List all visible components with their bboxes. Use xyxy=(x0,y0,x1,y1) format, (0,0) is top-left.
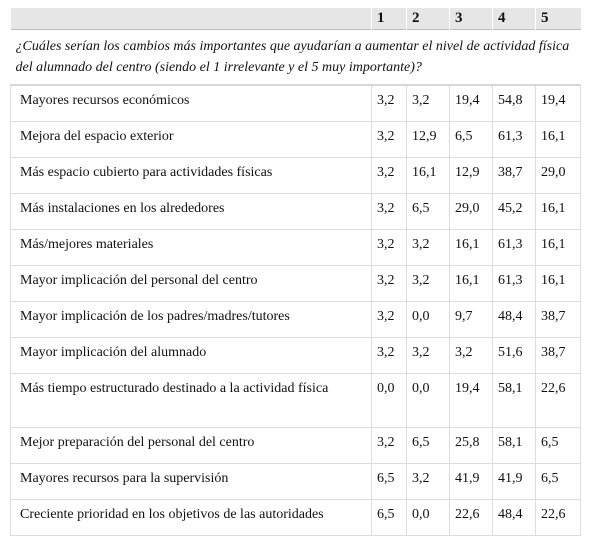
value-cell: 12,9 xyxy=(406,121,450,158)
value-cell: 12,9 xyxy=(449,157,493,194)
value-cell: 19,4 xyxy=(535,85,581,122)
value-cell: 6,5 xyxy=(406,427,450,464)
row-label: Más espacio cubierto para actividades fí… xyxy=(10,157,372,194)
value-cell: 3,2 xyxy=(371,427,407,464)
value-cell: 3,2 xyxy=(406,463,450,500)
value-cell: 16,1 xyxy=(406,157,450,194)
row-label: Más/mejores materiales xyxy=(10,229,372,266)
table-row: Mayor implicación del personal del centr… xyxy=(10,265,581,302)
header-cell-blank xyxy=(10,8,372,30)
value-cell: 0,0 xyxy=(406,301,450,338)
value-cell: 3,2 xyxy=(371,157,407,194)
value-cell: 48,4 xyxy=(492,301,536,338)
value-cell: 3,2 xyxy=(371,85,407,122)
row-label: Más instalaciones en los alrededores xyxy=(10,193,372,230)
value-cell: 0,0 xyxy=(406,373,450,428)
table-row: Mejora del espacio exterior 3,2 12,9 6,5… xyxy=(10,121,581,158)
value-cell: 29,0 xyxy=(449,193,493,230)
row-label: Creciente prioridad en los objetivos de … xyxy=(10,499,372,536)
question-row: ¿Cuáles serían los cambios más important… xyxy=(10,29,581,86)
results-table: 1 2 3 4 5 ¿Cuáles serían los cambios más… xyxy=(10,8,581,536)
value-cell: 0,0 xyxy=(406,499,450,536)
value-cell: 3,2 xyxy=(371,121,407,158)
value-cell: 45,2 xyxy=(492,193,536,230)
header-cell-1: 1 xyxy=(371,8,407,30)
value-cell: 6,5 xyxy=(535,463,581,500)
value-cell: 58,1 xyxy=(492,427,536,464)
results-table-container: 1 2 3 4 5 ¿Cuáles serían los cambios más… xyxy=(10,8,581,536)
value-cell: 3,2 xyxy=(449,337,493,374)
value-cell: 61,3 xyxy=(492,229,536,266)
value-cell: 16,1 xyxy=(535,121,581,158)
row-label: Mayor implicación del personal del centr… xyxy=(10,265,372,302)
value-cell: 22,6 xyxy=(449,499,493,536)
table-header-row: 1 2 3 4 5 xyxy=(10,8,581,30)
header-cell-4: 4 xyxy=(492,8,536,30)
value-cell: 22,6 xyxy=(535,499,581,536)
row-label: Mejora del espacio exterior xyxy=(10,121,372,158)
row-label: Mayor implicación de los padres/madres/t… xyxy=(10,301,372,338)
value-cell: 19,4 xyxy=(449,85,493,122)
value-cell: 38,7 xyxy=(535,337,581,374)
table-row: Mejor preparación del personal del centr… xyxy=(10,427,581,464)
value-cell: 29,0 xyxy=(535,157,581,194)
header-cell-2: 2 xyxy=(406,8,450,30)
value-cell: 54,8 xyxy=(492,85,536,122)
value-cell: 48,4 xyxy=(492,499,536,536)
value-cell: 3,2 xyxy=(371,229,407,266)
value-cell: 41,9 xyxy=(449,463,493,500)
table-row: Más/mejores materiales 3,2 3,2 16,1 61,3… xyxy=(10,229,581,266)
value-cell: 9,7 xyxy=(449,301,493,338)
row-label: Mejor preparación del personal del centr… xyxy=(10,427,372,464)
value-cell: 58,1 xyxy=(492,373,536,428)
value-cell: 3,2 xyxy=(406,229,450,266)
value-cell: 38,7 xyxy=(492,157,536,194)
value-cell: 51,6 xyxy=(492,337,536,374)
value-cell: 6,5 xyxy=(535,427,581,464)
value-cell: 22,6 xyxy=(535,373,581,428)
value-cell: 6,5 xyxy=(406,193,450,230)
value-cell: 3,2 xyxy=(406,337,450,374)
value-cell: 25,8 xyxy=(449,427,493,464)
value-cell: 16,1 xyxy=(535,229,581,266)
value-cell: 3,2 xyxy=(371,265,407,302)
value-cell: 3,2 xyxy=(371,193,407,230)
table-row: Creciente prioridad en los objetivos de … xyxy=(10,499,581,536)
value-cell: 38,7 xyxy=(535,301,581,338)
value-cell: 16,1 xyxy=(449,265,493,302)
value-cell: 3,2 xyxy=(406,265,450,302)
value-cell: 16,1 xyxy=(449,229,493,266)
row-label: Mayor implicación del alumnado xyxy=(10,337,372,374)
row-label: Mayores recursos económicos xyxy=(10,85,372,122)
value-cell: 41,9 xyxy=(492,463,536,500)
table-row: Más espacio cubierto para actividades fí… xyxy=(10,157,581,194)
value-cell: 19,4 xyxy=(449,373,493,428)
table-row: Más tiempo estructurado destinado a la a… xyxy=(10,373,581,428)
row-label: Más tiempo estructurado destinado a la a… xyxy=(10,373,372,428)
value-cell: 16,1 xyxy=(535,265,581,302)
value-cell: 61,3 xyxy=(492,121,536,158)
value-cell: 16,1 xyxy=(535,193,581,230)
header-cell-5: 5 xyxy=(535,8,581,30)
value-cell: 6,5 xyxy=(449,121,493,158)
value-cell: 3,2 xyxy=(406,85,450,122)
value-cell: 0,0 xyxy=(371,373,407,428)
table-row: Más instalaciones en los alrededores 3,2… xyxy=(10,193,581,230)
value-cell: 6,5 xyxy=(371,463,407,500)
survey-question: ¿Cuáles serían los cambios más important… xyxy=(10,29,581,86)
table-row: Mayor implicación de los padres/madres/t… xyxy=(10,301,581,338)
value-cell: 3,2 xyxy=(371,337,407,374)
row-label: Mayores recursos para la supervisión xyxy=(10,463,372,500)
value-cell: 6,5 xyxy=(371,499,407,536)
table-row: Mayores recursos para la supervisión 6,5… xyxy=(10,463,581,500)
header-cell-3: 3 xyxy=(449,8,493,30)
table-row: Mayor implicación del alumnado 3,2 3,2 3… xyxy=(10,337,581,374)
value-cell: 3,2 xyxy=(371,301,407,338)
table-row: Mayores recursos económicos 3,2 3,2 19,4… xyxy=(10,85,581,122)
value-cell: 61,3 xyxy=(492,265,536,302)
